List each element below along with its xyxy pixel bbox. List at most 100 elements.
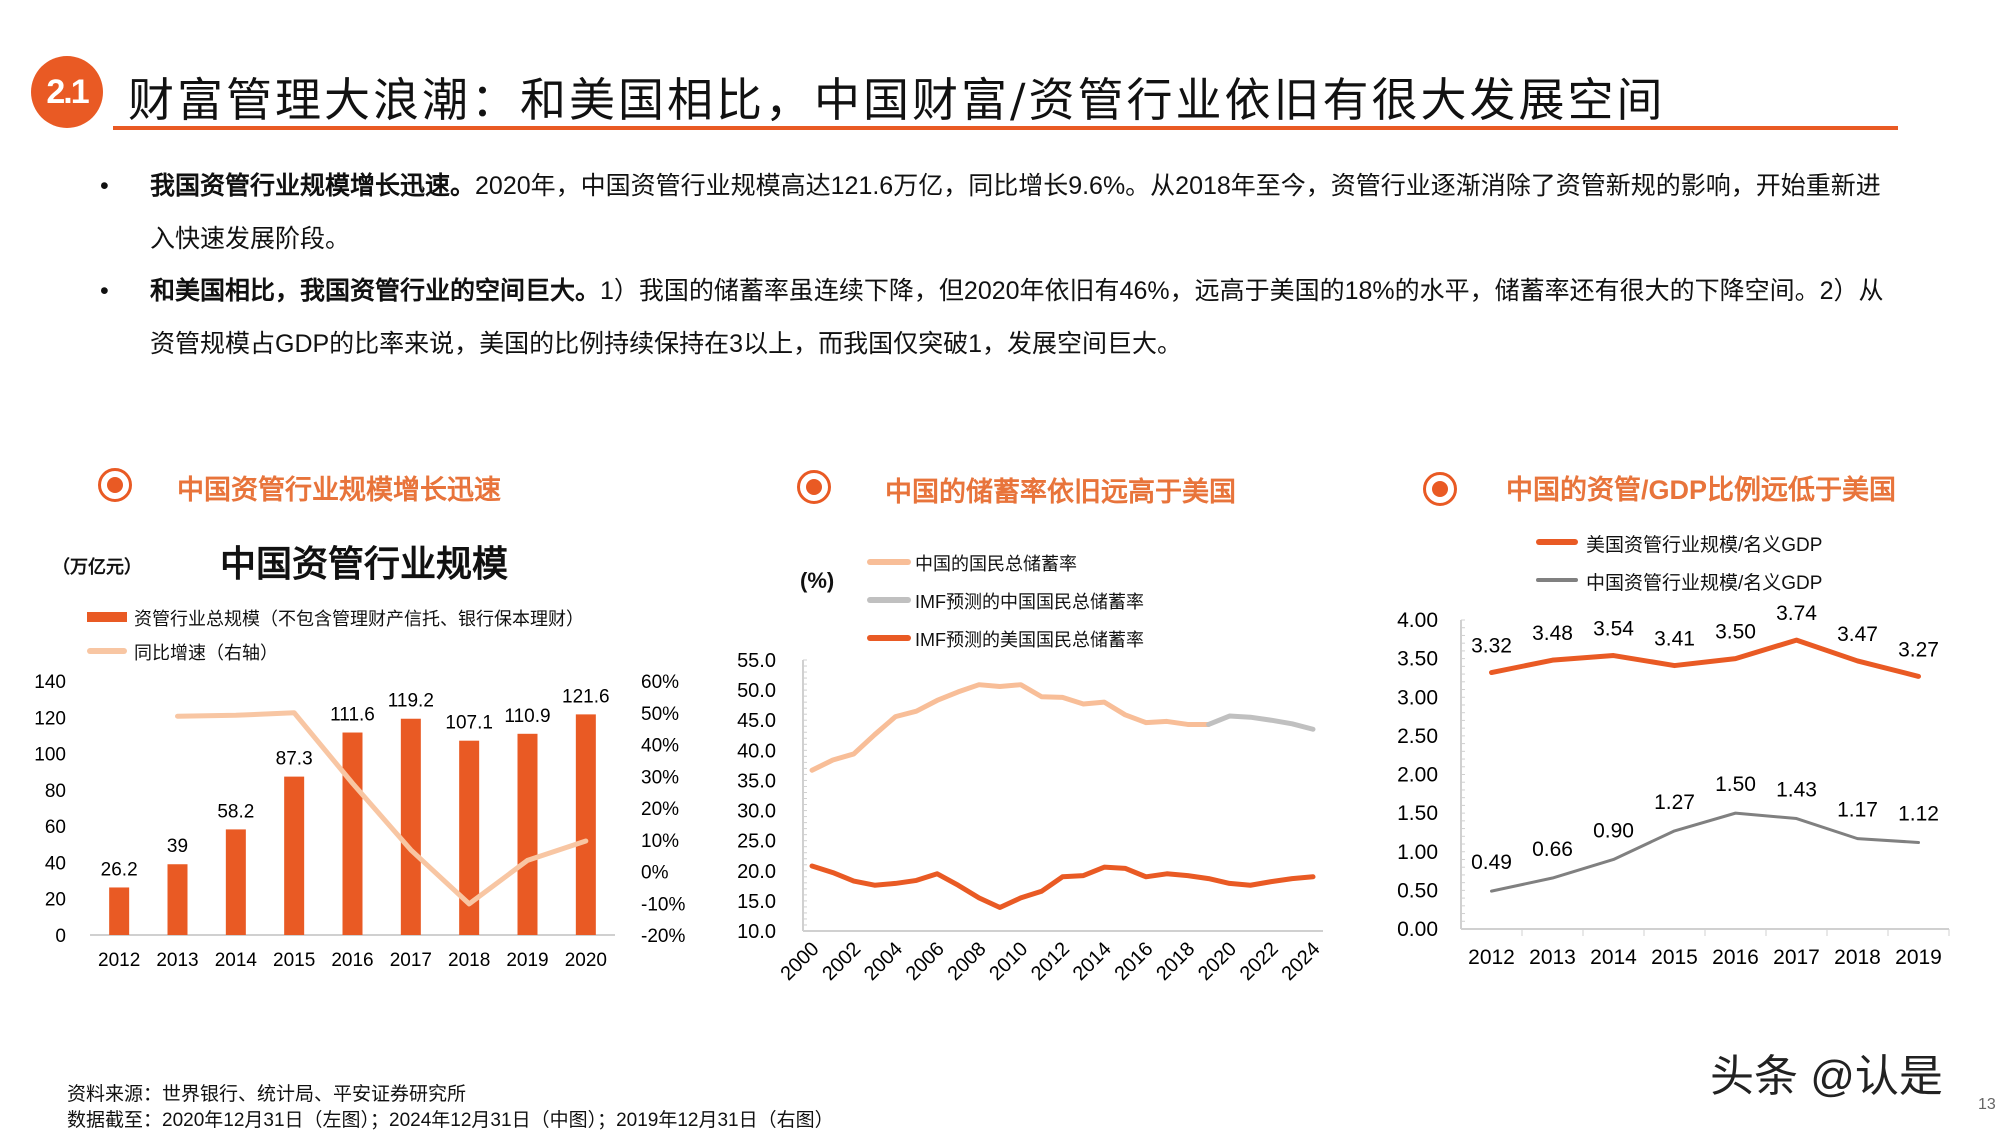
data-label: 1.27 [1654, 791, 1695, 814]
section-title-middle: 中国的储蓄率依旧远高于美国 [885, 477, 1236, 507]
bar [459, 740, 480, 935]
series-line [809, 682, 1212, 773]
y-tick-label: 30.0 [737, 801, 776, 823]
data-label: 3.50 [1715, 621, 1756, 644]
bar-data-label: 111.6 [330, 705, 375, 726]
x-tick-label: 2012 [98, 950, 140, 971]
bar [167, 864, 188, 935]
y-tick-label: 0.50 [1397, 879, 1438, 902]
source-note: 资料来源：世界银行、统计局、平安证券研究所 [67, 1084, 467, 1105]
bar-data-label: 39 [167, 836, 188, 857]
legend-swatch [1536, 539, 1578, 545]
y-tick-label: 40 [45, 853, 66, 874]
target-icon [1423, 472, 1457, 506]
x-tick-label: 2014 [1590, 946, 1637, 969]
x-tick-label: 2020 [1194, 938, 1241, 985]
legend-label: IMF预测的中国国民总储蓄率 [915, 592, 1144, 612]
bar-data-label: 26.2 [101, 859, 138, 880]
legend-label: 中国资管行业规模/名义GDP [1586, 573, 1823, 594]
y-tick-label: 80 [45, 781, 66, 802]
data-label: 3.41 [1654, 628, 1695, 651]
data-label: 0.90 [1593, 819, 1634, 842]
x-tick-label: 2024 [1278, 938, 1325, 985]
bullet-text: 2020年，中国资管行业规模高达121.6万亿，同比增长9.6%。从2018年至… [150, 172, 1881, 253]
bar [342, 732, 363, 935]
bar [284, 776, 305, 935]
section-title-right: 中国的资管/GDP比例远低于美国 [1506, 475, 1897, 505]
x-tick-label: 2016 [1712, 946, 1759, 969]
legend-swatch [1536, 578, 1578, 582]
x-tick-label: 2008 [944, 938, 991, 985]
x-tick-label: 2012 [1468, 946, 1515, 969]
y-tick-label: 10.0 [737, 921, 776, 943]
bar [225, 829, 246, 935]
data-label: 1.12 [1898, 802, 1939, 825]
data-label: 3.47 [1837, 623, 1878, 646]
y2-tick-label: 60% [641, 672, 679, 693]
x-tick-label: 2012 [1027, 938, 1074, 985]
y-tick-label: 0.00 [1397, 918, 1438, 941]
x-tick-label: 2018 [448, 950, 490, 971]
series-line [809, 863, 1316, 911]
y-tick-label: 25.0 [737, 831, 776, 853]
y2-tick-label: 10% [641, 831, 679, 852]
y-tick-label: 120 [34, 708, 66, 729]
legend-swatch [867, 635, 911, 641]
bar-data-label: 110.9 [504, 706, 550, 727]
y-tick-label: 20 [45, 890, 66, 911]
data-label: 0.49 [1471, 851, 1512, 874]
watermark: 头条 @认是 [1710, 1052, 1943, 1101]
bar [575, 714, 596, 935]
legend-label: 资管行业总规模（不包含管理财产信托、银行保本理财） [134, 609, 584, 629]
x-tick-label: 2019 [506, 950, 548, 971]
x-tick-label: 2016 [331, 950, 373, 971]
y-tick-label: 2.50 [1397, 725, 1438, 748]
target-icon [797, 470, 831, 504]
y2-tick-label: 50% [641, 704, 679, 725]
cutoff-note: 数据截至：2020年12月31日（左图）；2024年12月31日（中图）；201… [67, 1110, 834, 1131]
y-tick-label: 0 [55, 926, 66, 947]
section-title-left: 中国资管行业规模增长迅速 [177, 475, 501, 505]
bar [400, 718, 421, 935]
y-tick-label: 60 [45, 817, 66, 838]
y-tick-label: 140 [34, 672, 66, 693]
y-tick-label: 1.00 [1397, 841, 1438, 864]
bar-data-label: 87.3 [276, 749, 313, 770]
legend-swatch-line [87, 648, 127, 654]
x-tick-label: 2020 [565, 950, 607, 971]
x-tick-label: 2022 [1236, 938, 1283, 985]
x-tick-label: 2013 [156, 950, 198, 971]
legend-label: 美国资管行业规模/名义GDP [1586, 535, 1823, 556]
x-tick-label: 2006 [902, 938, 949, 985]
y-tick-label: 4.00 [1397, 609, 1438, 632]
bar [109, 887, 130, 935]
y-tick-label: 20.0 [737, 861, 776, 883]
bar-data-label: 121.6 [562, 686, 610, 707]
data-label: 3.48 [1532, 622, 1573, 645]
bar-data-label: 119.2 [388, 691, 434, 712]
title-underline [113, 126, 1898, 130]
bullet-bold-lead: 和美国相比，我国资管行业的空间巨大。 [150, 277, 601, 305]
y2-tick-label: 30% [641, 767, 679, 788]
x-tick-label: 2019 [1895, 946, 1942, 969]
y2-tick-label: -10% [641, 894, 685, 915]
x-tick-label: 2018 [1834, 946, 1881, 969]
y-tick-label: 15.0 [737, 891, 776, 913]
x-tick-label: 2015 [1651, 946, 1698, 969]
x-tick-label: 2002 [818, 938, 865, 985]
series-line [1206, 713, 1316, 732]
growth-line [175, 710, 589, 907]
y-tick-label: 2.00 [1397, 764, 1438, 787]
bullet-bold-lead: 我国资管行业规模增长迅速。 [150, 172, 476, 200]
x-tick-label: 2014 [215, 950, 258, 971]
data-label: 3.54 [1593, 618, 1634, 641]
bar-data-label: 58.2 [217, 801, 254, 822]
x-tick-label: 2010 [985, 938, 1032, 985]
y-tick-label: 1.50 [1397, 802, 1438, 825]
data-label: 1.43 [1776, 779, 1817, 802]
y-tick-label: 35.0 [737, 770, 776, 792]
bullet-item: • 和美国相比，我国资管行业的空间巨大。1）我国的储蓄率虽连续下降，但2020年… [100, 265, 1900, 371]
data-label: 0.66 [1532, 838, 1573, 861]
bullet-dot: • [100, 172, 109, 200]
